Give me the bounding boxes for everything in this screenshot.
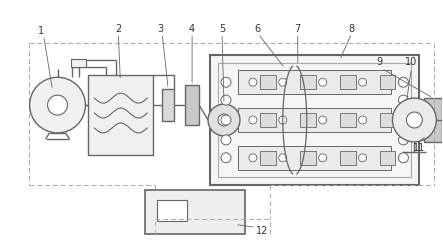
- Circle shape: [221, 95, 231, 105]
- Bar: [380, 151, 396, 165]
- Circle shape: [221, 135, 231, 145]
- Text: 1: 1: [38, 25, 43, 36]
- Bar: [157, 200, 187, 221]
- Bar: [185, 85, 199, 125]
- Circle shape: [319, 78, 326, 86]
- Circle shape: [398, 135, 408, 145]
- Circle shape: [319, 116, 326, 124]
- Bar: [424, 98, 442, 142]
- Text: 3: 3: [157, 23, 163, 34]
- Bar: [238, 146, 392, 170]
- Bar: [71, 59, 86, 67]
- Circle shape: [319, 154, 326, 162]
- Circle shape: [279, 116, 287, 124]
- Text: 9: 9: [377, 57, 383, 67]
- Bar: [300, 151, 316, 165]
- Circle shape: [398, 77, 408, 87]
- Circle shape: [47, 95, 67, 115]
- Text: 10: 10: [405, 57, 418, 67]
- Circle shape: [398, 116, 406, 124]
- Bar: [340, 113, 356, 127]
- Circle shape: [398, 115, 408, 125]
- Bar: [380, 75, 396, 89]
- Circle shape: [398, 154, 406, 162]
- Text: 6: 6: [255, 23, 261, 34]
- Bar: [210, 55, 420, 185]
- Bar: [260, 75, 276, 89]
- Circle shape: [279, 78, 287, 86]
- Circle shape: [249, 154, 257, 162]
- Bar: [300, 75, 316, 89]
- Circle shape: [392, 98, 436, 142]
- Circle shape: [221, 153, 231, 163]
- Bar: [260, 113, 276, 127]
- Bar: [162, 89, 174, 121]
- Circle shape: [208, 104, 240, 136]
- Circle shape: [358, 154, 366, 162]
- Text: 12: 12: [256, 226, 268, 236]
- Circle shape: [398, 153, 408, 163]
- Circle shape: [221, 77, 231, 87]
- Text: 7: 7: [295, 23, 301, 34]
- Circle shape: [30, 77, 85, 133]
- Text: 4: 4: [189, 23, 195, 34]
- Circle shape: [406, 112, 422, 128]
- Text: 2: 2: [115, 23, 121, 34]
- Circle shape: [358, 116, 366, 124]
- Bar: [340, 151, 356, 165]
- Bar: [89, 75, 153, 155]
- Bar: [340, 75, 356, 89]
- Text: 5: 5: [219, 23, 225, 34]
- Bar: [238, 108, 392, 132]
- Bar: [218, 63, 412, 177]
- Circle shape: [279, 154, 287, 162]
- Bar: [300, 113, 316, 127]
- Circle shape: [249, 78, 257, 86]
- Bar: [380, 113, 396, 127]
- Circle shape: [221, 115, 231, 125]
- Circle shape: [249, 116, 257, 124]
- Bar: [260, 151, 276, 165]
- Circle shape: [398, 95, 408, 105]
- Circle shape: [398, 78, 406, 86]
- Text: 11: 11: [413, 143, 426, 153]
- Circle shape: [218, 114, 230, 126]
- Text: 8: 8: [349, 23, 355, 34]
- Bar: [238, 70, 392, 94]
- Circle shape: [358, 78, 366, 86]
- Bar: [145, 189, 245, 234]
